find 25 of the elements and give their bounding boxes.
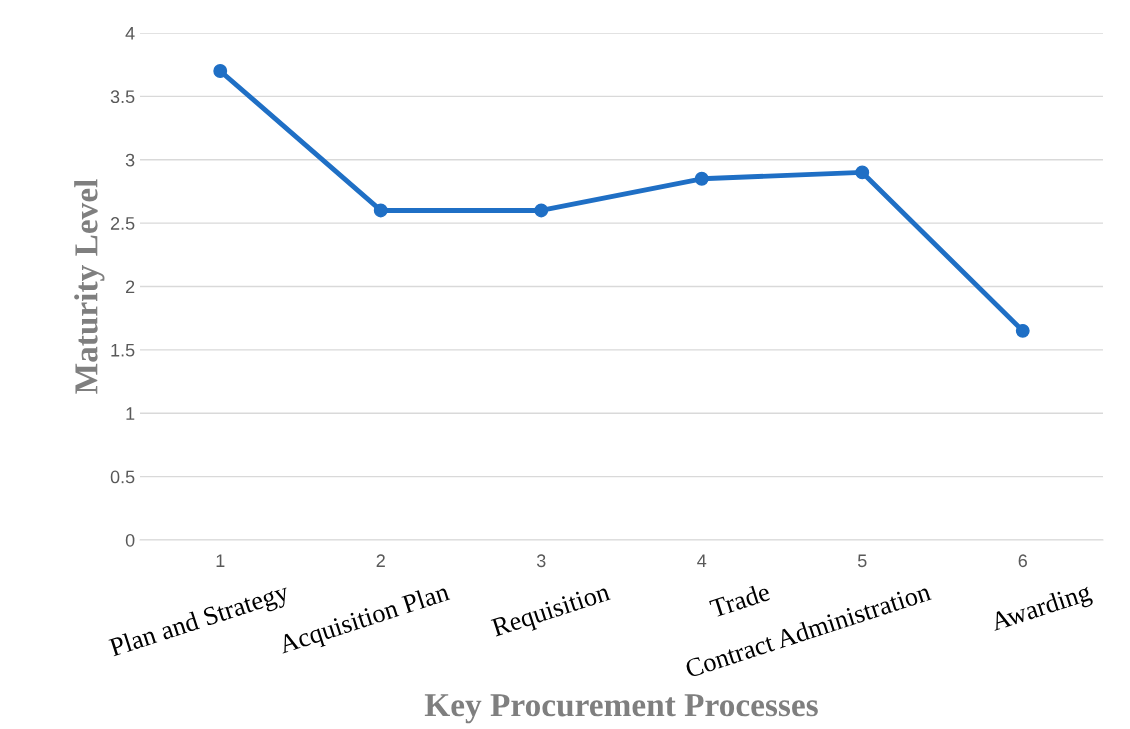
x-tick-label: 3 [536, 554, 546, 568]
y-tick-label: 1 [126, 407, 135, 420]
y-tick-label: 1.5 [111, 344, 135, 357]
x-tick-label: 5 [857, 554, 867, 568]
y-tick-label: 2.5 [110, 217, 135, 230]
y-tick-label: 3 [125, 153, 135, 167]
y-axis-title: Maturity Level [74, 179, 105, 394]
point [694, 171, 709, 186]
x-tick-label: 1 [216, 554, 225, 567]
x-tick-label: 4 [697, 554, 707, 567]
point [213, 64, 228, 78]
text: Trade [708, 581, 771, 618]
y-tick-label: 3.5 [110, 90, 135, 104]
point [534, 203, 549, 218]
y-tick-label: 0 [125, 533, 135, 547]
point [855, 165, 870, 180]
y-tick-label: 4 [125, 27, 135, 40]
y-tick-label: 2 [126, 280, 135, 294]
x-tick-label: 6 [1018, 554, 1027, 568]
x-axis-title: Key Procurement Processes [424, 694, 818, 724]
point [1015, 323, 1030, 338]
text: Awarding [989, 581, 1094, 637]
x-tick-label: 2 [376, 554, 385, 567]
point [373, 203, 388, 218]
y-tick-label: 0.5 [110, 470, 135, 484]
